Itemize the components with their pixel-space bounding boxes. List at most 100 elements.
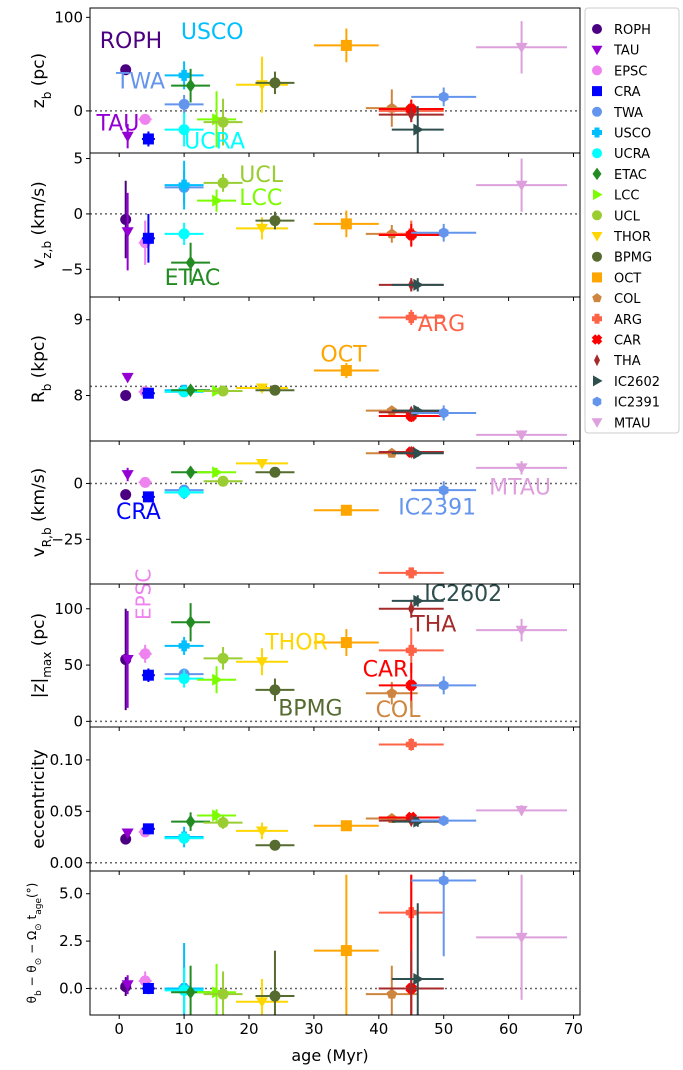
y-tick-label: 0 — [73, 102, 83, 120]
y-tick-label: 0 — [73, 712, 83, 730]
point-mtau — [476, 874, 568, 1000]
point-thor — [236, 56, 288, 113]
legend-marker — [592, 148, 602, 159]
marker-etac — [185, 78, 196, 93]
marker-bpmg — [269, 384, 281, 396]
marker-mtau — [515, 180, 528, 192]
annotation-twa: TWA — [115, 69, 165, 94]
y-tick-label: 0.00 — [50, 854, 83, 872]
marker-roph — [120, 213, 132, 225]
marker-ic2602 — [413, 123, 424, 136]
legend-label: OCT — [614, 271, 641, 286]
point-ucl — [203, 475, 243, 487]
annotation-col: COL — [376, 698, 422, 723]
data-layer — [120, 594, 568, 711]
marker-thor — [255, 223, 269, 235]
legend-marker — [592, 396, 602, 407]
x-axis-label: age (Myr) — [291, 1046, 368, 1065]
point-bpmg — [255, 950, 295, 1015]
annotation-thor: THOR — [264, 630, 328, 655]
point-ic2602 — [391, 404, 444, 417]
point-ic2391 — [411, 871, 477, 957]
panel-frame — [89, 152, 581, 298]
marker-roph — [120, 390, 132, 402]
legend-item-tha: THA — [594, 354, 641, 369]
legend-item-twa: TWA — [592, 106, 643, 121]
marker-thor — [255, 997, 269, 1008]
annotation-lcc: LCC — [239, 186, 282, 211]
marker-ic2391 — [438, 484, 449, 496]
panel-7: 0.0 2.5 5.0 θb − θ⊙ − Ω⊙ tage(°) — [25, 870, 581, 1019]
point-thor — [236, 979, 288, 1015]
y-axis-label: θb − θ⊙ − Ω⊙ tage(°) — [25, 883, 44, 1004]
marker-etac — [185, 465, 196, 480]
annotation-arg: ARG — [418, 312, 465, 337]
legend-label: THOR — [613, 230, 651, 245]
legend: ROPH TAU EPSC CRA TWA USCO UCRA ETAC LCC UCL THOR B… — [584, 7, 680, 434]
legend-label: TAU — [613, 44, 639, 59]
legend-item-bpmg: BPMG — [592, 251, 652, 266]
point-ucl — [203, 971, 243, 1015]
point-etac — [171, 965, 211, 1015]
y-tick-label: −25 — [51, 530, 83, 548]
point-mtau — [476, 21, 568, 74]
y-tick-label: 9 — [73, 311, 83, 329]
annotation-car: CAR — [363, 657, 409, 682]
point-ic2391 — [411, 223, 477, 242]
annotation-mtau: MTAU — [489, 476, 551, 501]
point-car — [378, 223, 444, 247]
marker-ic2602 — [413, 594, 424, 607]
y-tick-label: 8 — [73, 387, 83, 405]
point-etac — [171, 603, 211, 642]
legend-marker — [591, 45, 603, 56]
legend-label: CAR — [614, 334, 641, 349]
panel-frame — [89, 440, 581, 585]
marker-ucl — [217, 988, 229, 1000]
x-tick-label: 60 — [499, 1020, 518, 1038]
point-thor — [236, 648, 288, 676]
legend-item-arg: ARG — [592, 313, 642, 328]
point-arg — [378, 627, 444, 673]
marker-arg — [405, 738, 417, 750]
point-usco — [164, 160, 204, 210]
annotation-ucra: UCRA — [184, 129, 245, 154]
marker-tha — [407, 445, 415, 459]
marker-lcc — [212, 466, 223, 479]
point-thor — [236, 822, 288, 840]
marker-lcc — [212, 986, 223, 999]
marker-mtau — [515, 430, 528, 441]
legend-label: EPSC — [614, 64, 647, 79]
y-tick-label: 0.05 — [50, 802, 83, 820]
marker-cra — [142, 491, 154, 503]
y-tick-label: 50 — [64, 656, 83, 674]
annotation-bpmg: BPMG — [278, 697, 342, 722]
marker-etac — [185, 255, 196, 270]
point-ic2391 — [411, 87, 477, 107]
marker-oct — [340, 504, 352, 516]
marker-oct — [340, 365, 352, 377]
marker-tau — [121, 470, 134, 481]
marker-ic2602 — [413, 815, 424, 828]
marker-cra — [142, 669, 154, 681]
y-tick-label: 0 — [73, 474, 83, 492]
point-bpmg — [255, 384, 295, 396]
marker-epsc — [139, 648, 151, 660]
marker-bpmg — [269, 77, 281, 89]
point-arg — [378, 309, 444, 326]
marker-etac — [185, 383, 196, 398]
point-col — [365, 965, 418, 1015]
point-ucra — [164, 967, 204, 1014]
annotation-roph: ROPH — [100, 29, 162, 54]
point-cra — [141, 387, 155, 399]
point-thor — [236, 458, 288, 470]
legend-label: COL — [614, 292, 641, 307]
point-ic2391 — [411, 481, 477, 500]
point-ucra — [164, 486, 204, 498]
marker-col — [386, 687, 397, 698]
marker-bpmg — [269, 990, 281, 1002]
point-epsc — [138, 644, 152, 663]
point-cra — [141, 131, 155, 147]
marker-lcc — [212, 194, 223, 207]
point-epsc — [138, 113, 152, 125]
